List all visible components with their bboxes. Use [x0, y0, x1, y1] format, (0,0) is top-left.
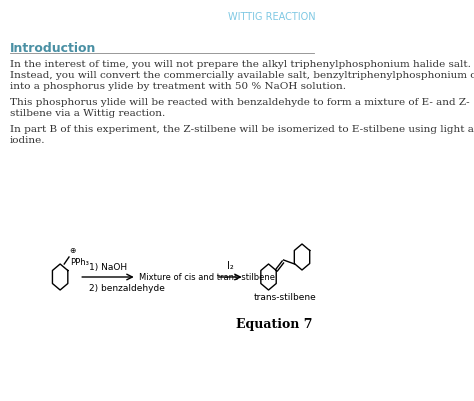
Text: WITTIG REACTION: WITTIG REACTION: [228, 12, 316, 22]
Text: trans-stilbene: trans-stilbene: [254, 292, 316, 301]
Text: Mixture of cis and trans-stilbene: Mixture of cis and trans-stilbene: [139, 273, 275, 282]
Text: PPh₃: PPh₃: [70, 257, 89, 266]
Text: Instead, you will convert the commercially available salt, benzyltriphenylphosph: Instead, you will convert the commercial…: [9, 71, 474, 80]
Text: into a phosphorus ylide by treatment with 50 % NaOH solution.: into a phosphorus ylide by treatment wit…: [9, 82, 346, 91]
Text: 1) NaOH: 1) NaOH: [89, 262, 127, 271]
Text: This phosphorus ylide will be reacted with benzaldehyde to form a mixture of E- : This phosphorus ylide will be reacted wi…: [9, 98, 469, 107]
Text: iodine.: iodine.: [9, 136, 45, 145]
Text: In the interest of time, you will not prepare the alkyl triphenylphosphonium hal: In the interest of time, you will not pr…: [9, 60, 470, 69]
Text: Equation 7: Equation 7: [237, 317, 313, 330]
Text: In part B of this experiment, the Z-stilbene will be isomerized to E-stilbene us: In part B of this experiment, the Z-stil…: [9, 125, 474, 134]
Text: ⊕: ⊕: [70, 246, 76, 255]
Text: I₂: I₂: [227, 260, 234, 270]
Text: Introduction: Introduction: [9, 42, 96, 55]
Text: stilbene via a Wittig reaction.: stilbene via a Wittig reaction.: [9, 109, 165, 118]
Text: 2) benzaldehyde: 2) benzaldehyde: [89, 283, 164, 292]
